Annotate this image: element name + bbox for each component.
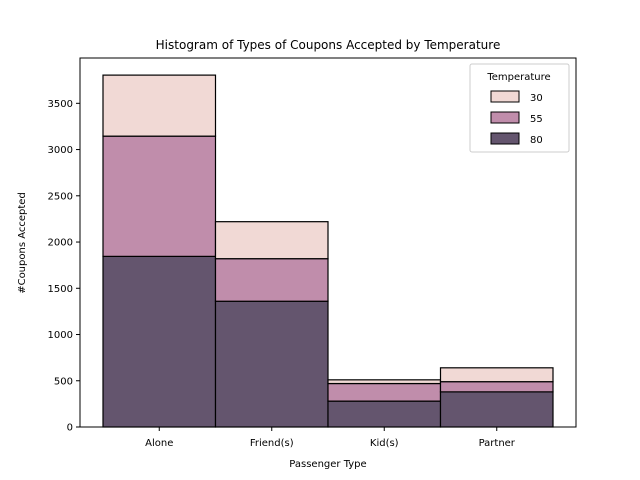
bar-kid-s--temp-55 [327, 382, 442, 402]
bar-friend-s--temp-55 [214, 258, 329, 302]
y-tick-label: 3000 [48, 145, 73, 156]
bar-alone-temp-30 [102, 74, 217, 137]
bar-alone-temp-80 [102, 255, 217, 428]
bar-partner-temp-55 [439, 381, 554, 393]
legend-swatch-30 [490, 90, 520, 103]
legend-label-80: 80 [530, 135, 543, 146]
legend-swatch-55 [490, 111, 520, 124]
y-axis-label: #Coupons Accepted [17, 192, 28, 294]
bars-layer [102, 74, 554, 428]
y-tick-label: 0 [67, 423, 73, 434]
axes-layer: 0 500 1000 1500 2000 2500 3000 3500 Alone Friend(… [48, 57, 577, 449]
bar-partner-temp-30 [439, 367, 554, 383]
x-tick-label: Kid(s) [370, 438, 399, 449]
y-tick-label: 3500 [48, 99, 73, 110]
x-axis-label: Passenger Type [289, 459, 366, 470]
bar-partner-temp-80 [439, 391, 554, 428]
chart-title: Histogram of Types of Coupons Accepted b… [156, 38, 501, 52]
y-tick-label: 2500 [48, 191, 73, 202]
x-tick-label: Alone [145, 438, 173, 449]
legend-swatch-80 [490, 132, 520, 145]
y-tick-label: 1500 [48, 284, 73, 295]
bar-kid-s--temp-30 [327, 379, 442, 385]
x-tick-label: Friend(s) [250, 438, 294, 449]
legend: Temperature 30 55 80 [469, 63, 570, 153]
y-tick-label: 500 [54, 376, 73, 387]
legend-box [469, 63, 570, 153]
x-tick-label: Partner [479, 438, 516, 449]
bar-friend-s--temp-80 [214, 300, 329, 428]
legend-label-55: 55 [530, 114, 543, 125]
legend-title: Temperature [486, 72, 550, 83]
bar-friend-s--temp-30 [214, 221, 329, 260]
bar-kid-s--temp-80 [327, 400, 442, 428]
y-tick-label: 1000 [48, 330, 73, 341]
y-tick-label: 2000 [48, 238, 73, 249]
legend-label-30: 30 [530, 93, 543, 104]
bar-alone-temp-55 [102, 135, 217, 257]
